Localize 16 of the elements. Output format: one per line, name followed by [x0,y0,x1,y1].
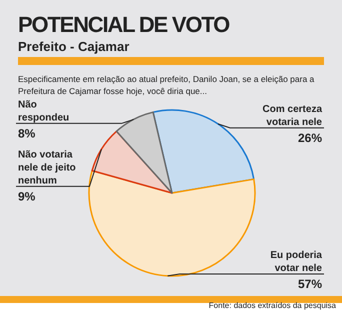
pie-slice [152,109,255,194]
text: Especificamente em relação ao atual prefeito, Danilo Joan, se a eleição para a Prefeitura de Cajamar fosse hoje, você diria que... [18,74,315,96]
slice-label: Não respondeu [18,99,70,124]
chart-subtitle: Prefeito - Cajamar [18,39,130,54]
data-label: 57% [298,277,322,291]
slice-label: Com certeza votaria nele [262,104,322,128]
slice-label: Eu poderia votar nele [270,250,322,274]
slice-label: Não votaria nele de jeito nenhum [18,149,76,186]
pie-slice [116,111,173,194]
pie-slice [91,130,173,194]
chart-title: POTENCIAL DE VOTO [18,12,230,37]
source-note: Fonte: dados extraídos da pesquisa [208,301,337,310]
data-label: 9% [18,189,36,204]
data-label: 26% [298,130,322,145]
pie-slice [88,170,256,277]
data-label: 8% [18,126,36,140]
